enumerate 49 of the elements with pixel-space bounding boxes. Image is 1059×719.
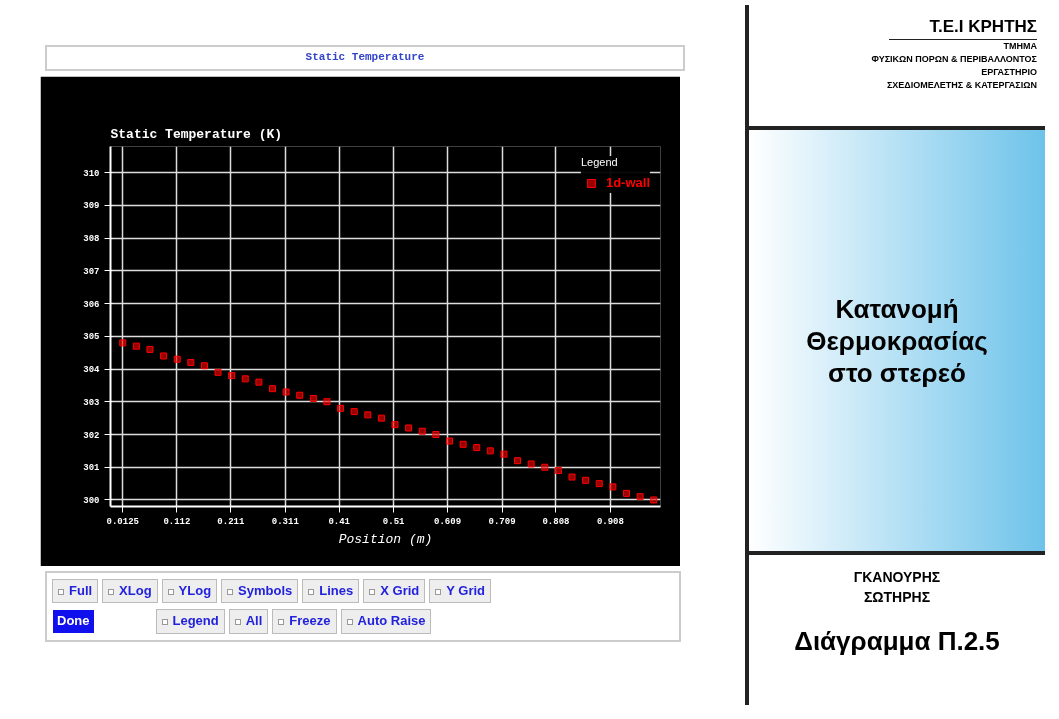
text: Κατανομή bbox=[835, 293, 959, 324]
text: Legend bbox=[155, 609, 225, 634]
text: Y Grid bbox=[429, 578, 492, 604]
text: Symbols bbox=[221, 578, 299, 604]
text: Freeze bbox=[272, 609, 337, 634]
chart-title: Static Temperature bbox=[45, 45, 685, 71]
y-tick-label: 309 bbox=[83, 201, 100, 212]
y-tick-label: 305 bbox=[83, 332, 100, 343]
text: All bbox=[228, 609, 269, 634]
y-tick-label: 306 bbox=[83, 299, 100, 310]
y-tick-label: 303 bbox=[83, 397, 100, 408]
text: ΓΚΑΝΟΥΡΗΣ bbox=[853, 569, 941, 585]
y-tick-label: 302 bbox=[83, 430, 100, 441]
x-tick-label: 0.41 bbox=[328, 516, 351, 527]
x-tick-label: 0.112 bbox=[163, 516, 191, 527]
x-tick-label: 0.609 bbox=[434, 516, 462, 527]
x-tick-label: 0.311 bbox=[271, 516, 300, 527]
x-tick-label: 0.709 bbox=[488, 516, 516, 527]
y-axis-title: Static Temperature (K) bbox=[110, 126, 283, 142]
y-tick-label: 301 bbox=[83, 462, 101, 473]
text: ΤΜΗΜΑ bbox=[1003, 41, 1037, 52]
text: ΣΩΤΗΡΗΣ bbox=[863, 589, 931, 605]
text: Θερμοκρασίας bbox=[806, 325, 988, 356]
text: ΣΧΕΔΙΟΜΕΛΕΤΗΣ & ΚΑΤΕΡΓΑΣΙΩΝ bbox=[886, 80, 1037, 91]
y-tick-label: 307 bbox=[83, 266, 100, 277]
text: Auto Raise bbox=[340, 609, 432, 634]
text: ΕΡΓΑΣΤΗΡΙΟ bbox=[981, 67, 1037, 78]
x-tick-label: 0.808 bbox=[542, 516, 570, 527]
x-tick-label: 0.211 bbox=[217, 516, 245, 527]
text: Done bbox=[53, 610, 94, 633]
x-tick-label: 0.908 bbox=[596, 516, 624, 527]
legend-label: 1d-wall bbox=[605, 175, 650, 191]
text: YLog bbox=[161, 578, 218, 604]
legend-title: Legend bbox=[580, 155, 619, 168]
x-tick-label: 0.0125 bbox=[106, 516, 139, 527]
text: X Grid bbox=[363, 578, 426, 604]
text: XLog bbox=[102, 578, 158, 604]
y-tick-label: 308 bbox=[83, 233, 100, 244]
y-tick-label: 300 bbox=[83, 495, 100, 506]
text: ΦΥΣΙΚΩΝ ΠΟΡΩΝ & ΠΕΡΙΒΑΛΛΟΝΤΟΣ bbox=[871, 54, 1037, 65]
x-axis-title: Position (m) bbox=[338, 531, 433, 547]
text: Τ.Ε.Ι ΚΡΗΤΗΣ bbox=[889, 15, 1037, 41]
text: Full bbox=[52, 578, 99, 604]
x-tick-label: 0.51 bbox=[382, 516, 406, 527]
text: στο στερεό bbox=[828, 357, 966, 388]
text: Διάγραμμα Π.2.5 bbox=[793, 625, 1001, 658]
y-tick-label: 310 bbox=[83, 168, 100, 179]
text: Lines bbox=[302, 578, 360, 604]
y-tick-label: 304 bbox=[83, 364, 101, 375]
